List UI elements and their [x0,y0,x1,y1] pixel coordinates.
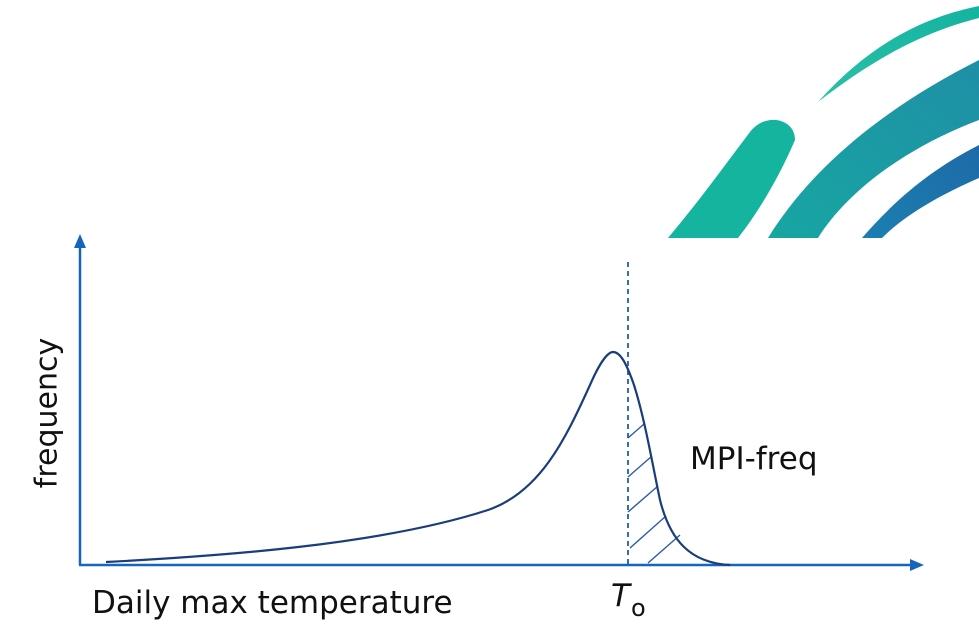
threshold-symbol: T [611,578,630,614]
exceedance-region-label: MPI-freq [690,441,818,477]
exceedance-hatching [627,423,681,564]
threshold-label: To [611,578,646,622]
brand-arcs-logo [668,6,979,238]
axes [74,234,924,571]
x-axis-label: Daily max temperature [92,585,453,621]
distribution-curve [105,350,731,567]
y-axis-label: frequency [29,337,65,489]
brand-arc-mid [768,60,979,238]
x-axis-arrowhead [910,559,924,571]
brand-arc-outer [862,145,979,238]
threshold-subscript: o [630,594,646,622]
brand-arc-thin [818,6,979,102]
brand-arc-teal [668,119,795,238]
y-axis-arrowhead [74,234,86,248]
